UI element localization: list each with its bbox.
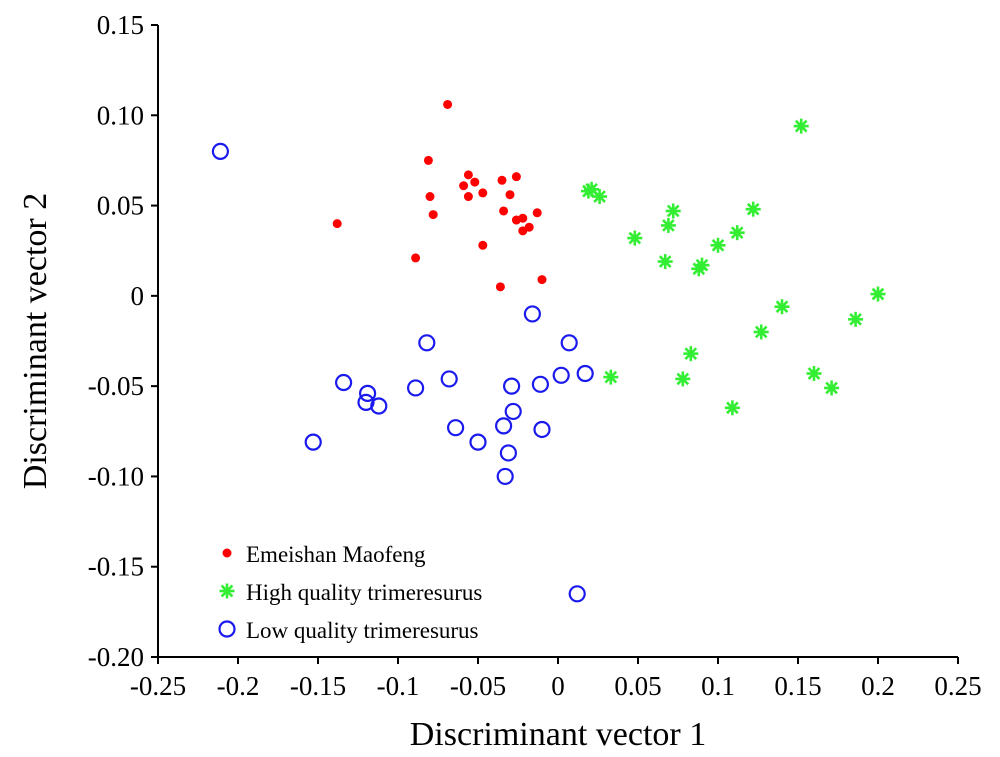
y-tick-label: 0.05: [97, 191, 144, 221]
data-point: [592, 189, 608, 205]
x-tick-label: 0: [551, 671, 565, 701]
y-tick-label: 0: [131, 281, 145, 311]
data-point: [683, 346, 699, 362]
data-point: [724, 400, 740, 416]
x-tick-label: -0.25: [130, 671, 186, 701]
data-point: [576, 364, 594, 383]
x-tick-label: -0.15: [290, 671, 346, 701]
series-circle: [211, 142, 594, 603]
data-point: [584, 181, 600, 197]
data-point: [469, 433, 487, 451]
x-tick-label: -0.2: [217, 671, 260, 701]
y-tick-label: 0.15: [97, 10, 144, 40]
legend-marker: [222, 548, 232, 558]
data-point: [533, 420, 551, 439]
data-point: [428, 210, 438, 220]
y-tick-label: -0.15: [88, 552, 144, 582]
data-point: [440, 370, 458, 388]
data-point: [537, 275, 547, 285]
data-point: [568, 585, 586, 603]
data-point: [459, 181, 469, 191]
series-star: [580, 118, 886, 416]
data-point: [497, 175, 507, 185]
data-point: [552, 366, 570, 384]
data-point: [531, 375, 550, 393]
legend-marker: [219, 583, 235, 599]
data-point: [848, 311, 864, 327]
data-point: [870, 286, 886, 302]
data-point: [478, 188, 488, 198]
data-point: [523, 305, 542, 323]
data-point: [470, 177, 480, 187]
data-point: [710, 237, 726, 253]
axes: -0.25 -0.2 -0.15 -0.1 -0.05 0 0.05 0.1 0.15 0.2 0.…: [88, 10, 982, 701]
data-point: [657, 254, 673, 270]
data-point: [425, 192, 435, 202]
y-tick-label: -0.05: [88, 371, 144, 401]
x-tick-label: 0.25: [934, 671, 981, 701]
data-points: [211, 99, 886, 603]
y-tick-label: -0.10: [88, 461, 144, 491]
y-tick-label: 0.10: [97, 100, 144, 130]
data-point: [496, 467, 514, 486]
data-point: [665, 203, 681, 219]
data-point: [691, 261, 707, 277]
data-point: [505, 190, 515, 200]
data-point: [745, 201, 761, 217]
legend-label: Low quality trimeresurus: [246, 618, 479, 643]
data-point: [463, 170, 473, 180]
data-point: [335, 373, 353, 392]
data-point: [407, 379, 425, 397]
data-point: [499, 444, 517, 462]
data-point: [774, 299, 790, 315]
data-point: [532, 208, 542, 218]
data-point: [304, 433, 322, 451]
data-point: [793, 118, 809, 134]
data-point: [824, 380, 840, 396]
data-point: [753, 324, 769, 340]
y-axis-title: Discriminant vector 2: [17, 193, 54, 489]
data-point: [332, 219, 342, 229]
data-point: [418, 334, 436, 352]
data-point: [518, 213, 528, 223]
data-point: [370, 397, 388, 415]
data-point: [463, 192, 473, 202]
x-axis-title: Discriminant vector 1: [410, 716, 706, 753]
data-point: [411, 253, 421, 263]
legend-label: Emeishan Maofeng: [246, 542, 426, 567]
legend: Emeishan Maofeng High quality trimeresuru…: [218, 542, 482, 643]
data-point: [495, 282, 505, 292]
data-point: [504, 402, 522, 421]
data-point: [560, 334, 578, 352]
data-point: [660, 217, 676, 233]
data-point: [806, 366, 822, 382]
x-tick-label: 0.05: [614, 671, 661, 701]
data-point: [729, 225, 745, 241]
x-tick-label: 0.2: [861, 671, 895, 701]
data-point: [518, 226, 528, 236]
x-tick-label: -0.1: [377, 671, 420, 701]
data-point: [495, 417, 513, 435]
data-point: [675, 371, 691, 387]
data-point: [627, 230, 643, 246]
x-tick-label: 0.15: [774, 671, 821, 701]
data-point: [603, 369, 619, 385]
series-dot: [332, 99, 547, 292]
legend-label: High quality trimeresurus: [246, 580, 482, 605]
data-point: [211, 142, 229, 160]
data-point: [359, 384, 377, 402]
data-point: [499, 206, 509, 216]
data-point: [511, 172, 521, 182]
y-tick-label: -0.20: [88, 642, 144, 672]
data-point: [478, 240, 488, 250]
data-point: [423, 155, 433, 165]
data-point: [443, 99, 453, 109]
data-point: [447, 419, 465, 437]
x-tick-label: -0.05: [450, 671, 506, 701]
x-tick-label: 0.1: [701, 671, 735, 701]
legend-marker: [218, 620, 236, 638]
data-point: [503, 377, 521, 395]
